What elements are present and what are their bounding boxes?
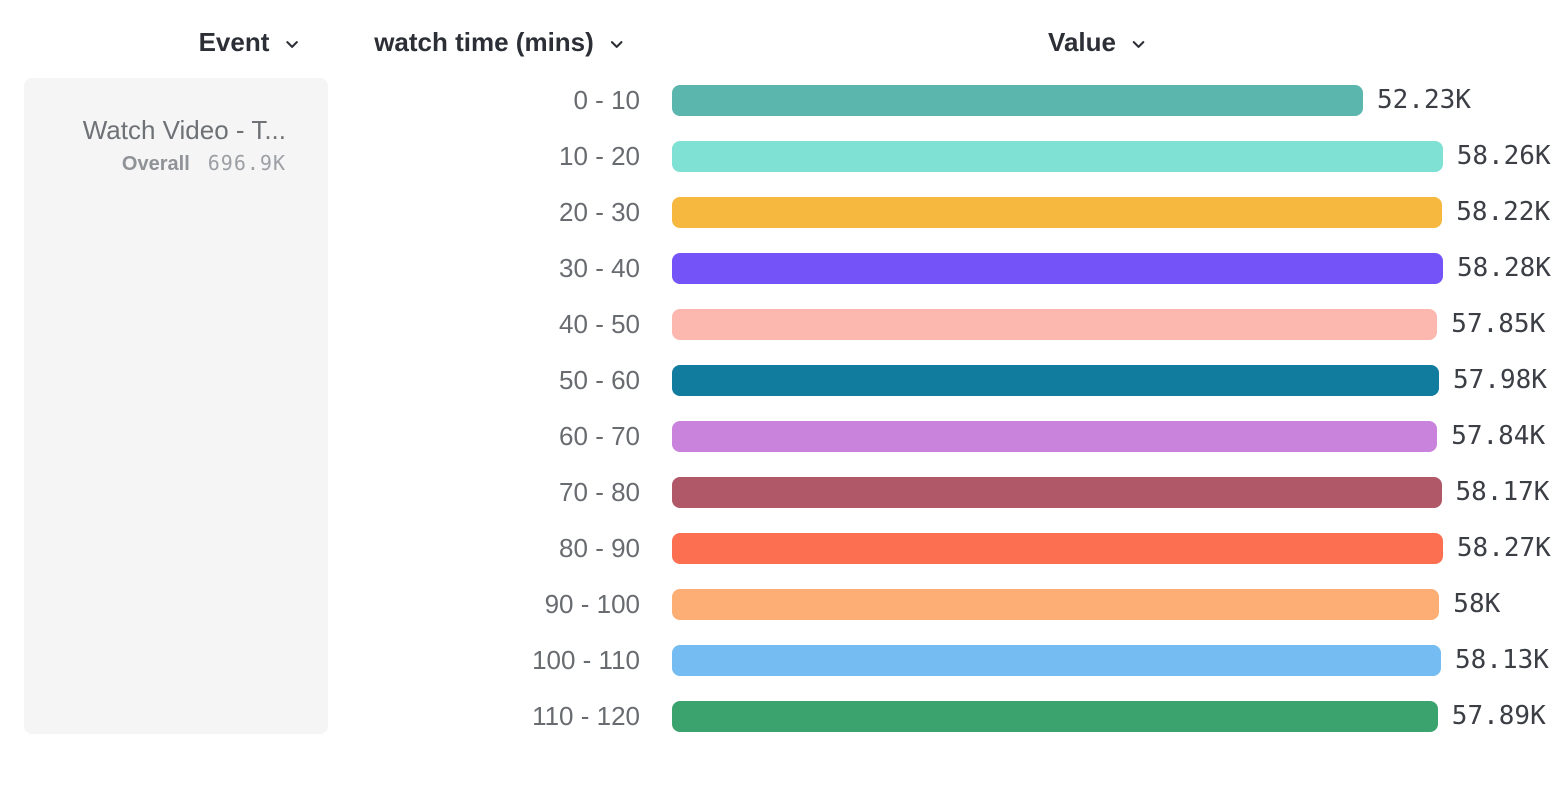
row-category-label: 100 - 110 bbox=[532, 644, 640, 675]
bar[interactable] bbox=[672, 308, 1438, 340]
bar-value-label: 58.28K bbox=[1457, 253, 1551, 283]
row-category-label: 70 - 80 bbox=[559, 476, 640, 507]
bar-chart-row: 100 - 110 58.13K bbox=[0, 632, 1568, 688]
bar-area: 58.17K bbox=[672, 476, 1568, 508]
bar-chart-row: 110 - 120 57.89K bbox=[0, 688, 1568, 744]
bar-chart-row: 70 - 80 58.17K bbox=[0, 464, 1568, 520]
column-header-value[interactable]: Value bbox=[1048, 27, 1148, 58]
bar-value-label: 58.13K bbox=[1455, 645, 1549, 675]
column-header-value-label: Value bbox=[1048, 27, 1116, 57]
bar-chart-row: 20 - 30 58.22K bbox=[0, 184, 1568, 240]
bar-chart-row: 80 - 90 58.27K bbox=[0, 520, 1568, 576]
bar-area: 52.23K bbox=[672, 84, 1568, 116]
bar-value-label: 57.85K bbox=[1451, 309, 1546, 339]
bar-chart-row: 0 - 10 52.23K bbox=[0, 72, 1568, 128]
bar-value-label: 58.26K bbox=[1456, 141, 1551, 171]
bar-area: 57.98K bbox=[672, 364, 1568, 396]
bar-chart-row: 10 - 20 58.26K bbox=[0, 128, 1568, 184]
row-category-label: 90 - 100 bbox=[544, 588, 640, 619]
bar-area: 58.13K bbox=[672, 644, 1568, 676]
bar[interactable] bbox=[672, 700, 1438, 732]
overall-label: Overall bbox=[121, 153, 190, 175]
bar-chart-row: 40 - 50 57.85K bbox=[0, 296, 1568, 352]
bar-value-label: 58K bbox=[1453, 589, 1501, 619]
chevron-down-icon bbox=[1129, 35, 1148, 54]
row-category-label: 80 - 90 bbox=[559, 532, 640, 563]
bar-area: 57.85K bbox=[672, 308, 1568, 340]
event-title: Watch Video - T... bbox=[82, 115, 286, 145]
bar[interactable] bbox=[672, 84, 1363, 116]
event-overall-row: Overall 696.9K bbox=[24, 151, 286, 176]
bar-chart-row: 60 - 70 57.84K bbox=[0, 408, 1568, 464]
bar[interactable] bbox=[672, 644, 1441, 676]
bar[interactable] bbox=[672, 252, 1443, 284]
chevron-down-icon bbox=[607, 35, 626, 54]
bar[interactable] bbox=[672, 532, 1443, 564]
bar-area: 57.84K bbox=[672, 420, 1568, 452]
bar-value-label: 52.23K bbox=[1377, 85, 1471, 115]
bar-chart-row: 50 - 60 57.98K bbox=[0, 352, 1568, 408]
row-category-label: 60 - 70 bbox=[559, 420, 640, 451]
bar[interactable] bbox=[672, 588, 1440, 620]
bar-value-label: 57.84K bbox=[1451, 421, 1546, 451]
bar-chart-row: 30 - 40 58.28K bbox=[0, 240, 1568, 296]
event-legend-card[interactable]: Watch Video - T... Overall 696.9K bbox=[24, 78, 328, 734]
bar-area: 58.28K bbox=[672, 252, 1568, 284]
bar[interactable] bbox=[672, 476, 1442, 508]
bar[interactable] bbox=[672, 196, 1443, 228]
row-category-label: 110 - 120 bbox=[532, 700, 640, 731]
bar-chart-row: 90 - 100 58K bbox=[0, 576, 1568, 632]
row-category-label: 20 - 30 bbox=[559, 196, 640, 227]
bar-area: 58.27K bbox=[672, 532, 1568, 564]
bar-area: 57.89K bbox=[672, 700, 1568, 732]
row-category-label: 50 - 60 bbox=[559, 364, 640, 395]
row-category-label: 30 - 40 bbox=[559, 252, 640, 283]
bar-value-label: 57.89K bbox=[1451, 701, 1546, 731]
bar-chart-rows: 0 - 10 52.23K 10 - 20 58.26K 20 - 30 58.… bbox=[0, 72, 1568, 744]
column-header-event-label: Event bbox=[198, 27, 270, 57]
chevron-down-icon bbox=[282, 35, 301, 54]
bar-area: 58.26K bbox=[672, 140, 1568, 172]
column-header-breakdown-label: watch time (mins) bbox=[374, 27, 594, 57]
bar-value-label: 58.27K bbox=[1456, 533, 1551, 563]
bar-value-label: 58.22K bbox=[1456, 197, 1551, 227]
bar[interactable] bbox=[672, 364, 1439, 396]
overall-value: 696.9K bbox=[207, 151, 286, 175]
bar-value-label: 58.17K bbox=[1455, 477, 1550, 507]
bar-area: 58K bbox=[672, 588, 1568, 620]
row-category-label: 0 - 10 bbox=[573, 84, 641, 115]
column-header-event[interactable]: Event bbox=[199, 27, 302, 58]
bar-area: 58.22K bbox=[672, 196, 1568, 228]
bar[interactable] bbox=[672, 420, 1438, 452]
bar[interactable] bbox=[672, 140, 1443, 172]
row-category-label: 40 - 50 bbox=[559, 308, 640, 339]
column-header-breakdown[interactable]: watch time (mins) bbox=[374, 27, 626, 58]
bar-value-label: 57.98K bbox=[1453, 365, 1547, 395]
row-category-label: 10 - 20 bbox=[559, 140, 640, 171]
